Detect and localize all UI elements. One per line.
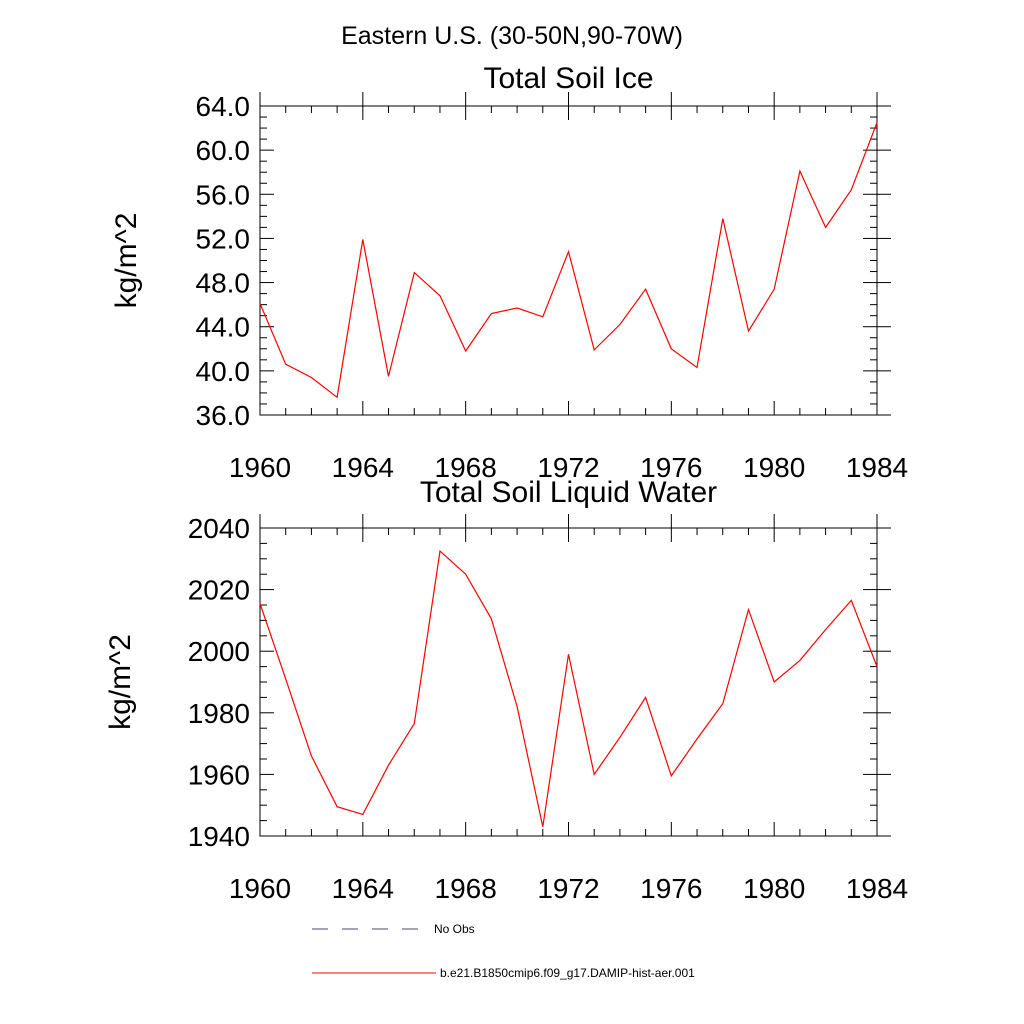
y-tick-label: 52.0	[196, 223, 251, 254]
x-tick-label: 1980	[743, 873, 805, 904]
y-tick-label: 2000	[188, 636, 250, 667]
x-tick-label: 1960	[229, 873, 291, 904]
y-tick-label: 1980	[188, 698, 250, 729]
y-tick-label: 2040	[188, 513, 250, 544]
chart-panel-2: Total Soil Liquid Water kg/m^2 1960 1964 196…	[104, 476, 908, 904]
y-tick-label: 64.0	[196, 91, 251, 122]
y-tick-label: 60.0	[196, 135, 251, 166]
legend-label: b.e21.B1850cmip6.f09_g17.DAMIP-hist-aer.…	[440, 966, 695, 980]
series-line-1	[259, 122, 878, 399]
x-tick-label: 1964	[332, 873, 394, 904]
legend: No Obs b.e21.B1850cmip6.f09_g17.DAMIP-his…	[312, 922, 695, 980]
x-tick-label: 1968	[435, 873, 497, 904]
x-tick-label: 1972	[537, 873, 599, 904]
chart-panel-1: Total Soil Ice kg/m^2 1960 1964 1968 1972 1976…	[110, 62, 908, 483]
y-tick-label: 1940	[188, 821, 250, 852]
plot-frame	[259, 105, 878, 416]
series-line-1	[259, 549, 878, 827]
y-tick-label: 36.0	[196, 400, 251, 431]
plot-frame	[259, 527, 878, 837]
x-tick-label: 1968	[435, 452, 497, 483]
y-axis-label: kg/m^2	[104, 634, 137, 730]
chart-panels: Total Soil Ice kg/m^2 1960 1964 1968 1972 1976…	[104, 62, 908, 904]
x-tick-label: 1960	[229, 452, 291, 483]
x-tick-label: 1984	[846, 452, 908, 483]
y-tick-label: 56.0	[196, 179, 251, 210]
y-axis-label: kg/m^2	[110, 213, 143, 309]
x-tick-label: 1984	[846, 873, 908, 904]
y-tick-label: 2020	[188, 575, 250, 606]
legend-label: No Obs	[434, 922, 475, 936]
x-tick-label: 1976	[640, 873, 702, 904]
y-tick-label: 1960	[188, 759, 250, 790]
y-tick-label: 44.0	[196, 312, 251, 343]
x-tick-label: 1964	[332, 452, 394, 483]
figure-title: Eastern U.S. (30-50N,90-70W)	[341, 22, 683, 50]
panel-title: Total Soil Liquid Water	[420, 476, 717, 509]
y-tick-label: 40.0	[196, 356, 251, 387]
panel-title: Total Soil Ice	[483, 62, 653, 95]
legend-item-2: b.e21.B1850cmip6.f09_g17.DAMIP-hist-aer.…	[312, 966, 695, 980]
legend-item-1: No Obs	[312, 922, 475, 936]
x-tick-label: 1972	[537, 452, 599, 483]
x-tick-label: 1976	[640, 452, 702, 483]
x-tick-label: 1980	[743, 452, 805, 483]
y-tick-label: 48.0	[196, 268, 251, 299]
